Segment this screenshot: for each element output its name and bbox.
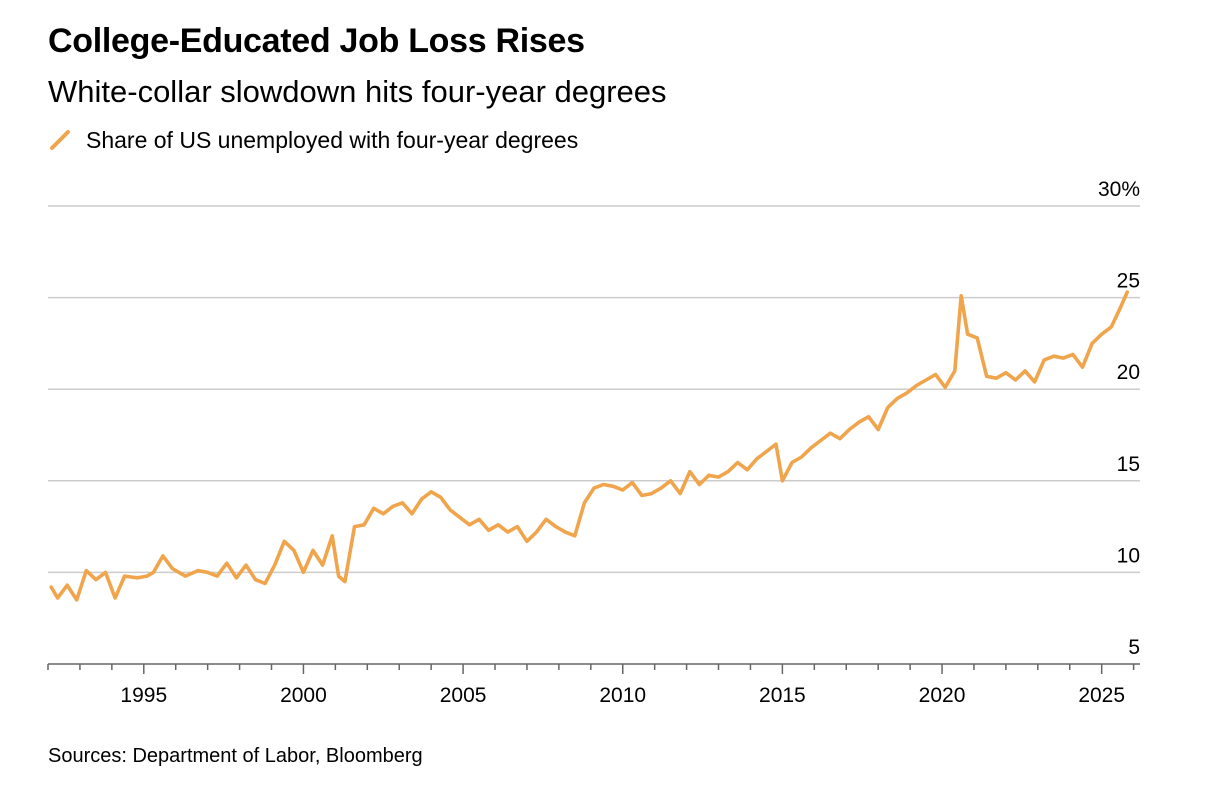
series-line (49, 290, 1129, 602)
chart-title: College-Educated Job Loss Rises (48, 22, 585, 60)
chart-subtitle: White-collar slowdown hits four-year deg… (48, 74, 667, 109)
chart-legend: Share of US unemployed with four-year de… (48, 125, 578, 155)
x-tick-label: 2025 (1078, 684, 1125, 707)
y-tick-label: 10 (1117, 544, 1140, 567)
series-group (49, 290, 1129, 602)
x-tick-label: 2005 (440, 684, 487, 707)
x-tick-label: 2000 (280, 684, 327, 707)
source-note: Sources: Department of Labor, Bloomberg (48, 745, 423, 767)
legend-label: Share of US unemployed with four-year de… (86, 126, 579, 153)
y-tick-label: 25 (1117, 270, 1140, 293)
x-tick-label: 2020 (919, 684, 966, 707)
y-tick-label: 5 (1128, 636, 1140, 659)
gridlines (48, 205, 1140, 574)
x-tick-label: 2010 (599, 684, 646, 707)
legend-swatch-icon (50, 130, 70, 150)
y-tick-label: 30% (1098, 178, 1140, 201)
x-tick-label: 2015 (759, 684, 806, 707)
x-tick-label: 1995 (120, 684, 167, 707)
x-axis: 1995 2000 2005 2010 2015 2020 2025 (47, 663, 1140, 707)
y-tick-label: 15 (1117, 453, 1140, 476)
y-axis-tick-labels: 5 10 15 20 25 30% (1098, 178, 1140, 659)
y-tick-label: 20 (1117, 361, 1140, 384)
